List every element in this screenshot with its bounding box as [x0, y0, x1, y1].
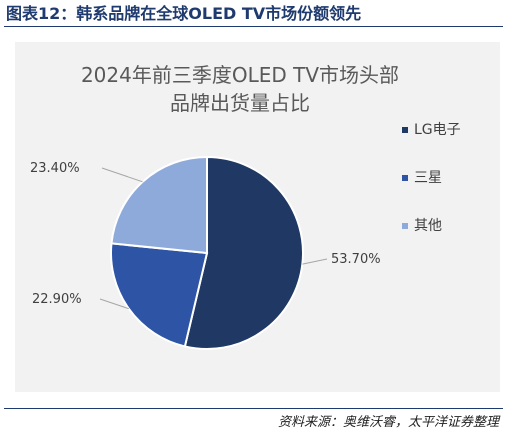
leader-line-2: [99, 298, 129, 310]
leader-line-3: [101, 167, 143, 183]
pie-slice-3: [110, 155, 208, 255]
source-note: 资料来源：奥维沃睿，太平洋证券整理: [277, 415, 499, 430]
chart-title-line-2: 品牌出货量占比: [170, 91, 310, 115]
legend-swatch-3: [402, 223, 408, 229]
leader-line-1: [302, 258, 328, 265]
source-divider: [4, 408, 503, 409]
figure-title: 图表12：韩系品牌在全球OLED TV市场份额领先: [6, 4, 362, 23]
pie-slice-2: [110, 242, 209, 348]
legend-swatch-2: [402, 175, 408, 181]
legend-label-1: LG电子: [414, 122, 461, 138]
legend-swatch-1: [402, 127, 408, 133]
pie-slice-1: [183, 155, 304, 350]
data-label-2: 22.90%: [32, 292, 82, 307]
figure-title-bar: 图表12：韩系品牌在全球OLED TV市场份额领先: [4, 3, 503, 27]
data-label-3: 23.40%: [30, 161, 80, 176]
legend-label-3: 其他: [414, 218, 442, 234]
legend-label-2: 三星: [414, 170, 442, 186]
chart-title-line-1: 2024年前三季度OLED TV市场头部: [81, 63, 399, 87]
data-label-1: 53.70%: [331, 252, 381, 267]
